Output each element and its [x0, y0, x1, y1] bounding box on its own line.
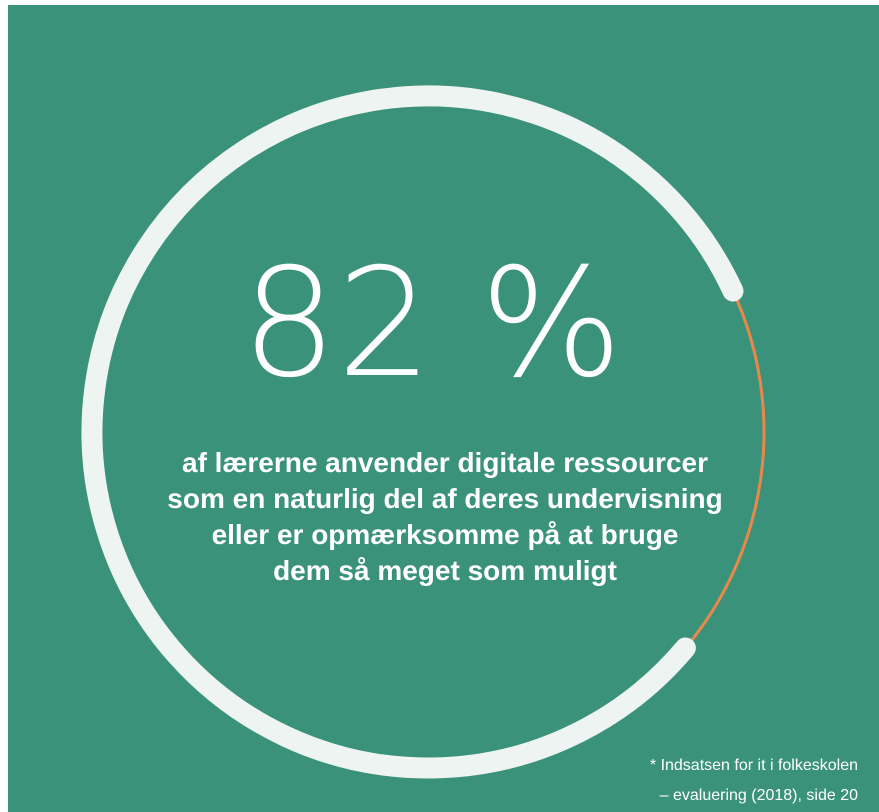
footnote-line: – evaluering (2018), side 20: [660, 787, 858, 804]
background: [8, 5, 879, 812]
subtitle-line: af lærerne anvender digitale ressourcer: [182, 447, 708, 478]
gauge: [81, 85, 766, 779]
subtitle-line: eller er opmærksomme på at bruge: [212, 519, 679, 550]
value-label: 82 %: [241, 237, 622, 411]
value-arc: [81, 85, 744, 779]
subtitle-line: som en naturlig del af deres undervisnin…: [167, 483, 722, 514]
subtitle-line: dem så meget som muligt: [273, 555, 617, 586]
footnote-line: * Indsatsen for it i folkeskolen: [650, 757, 858, 774]
remainder-arc: [684, 290, 766, 649]
